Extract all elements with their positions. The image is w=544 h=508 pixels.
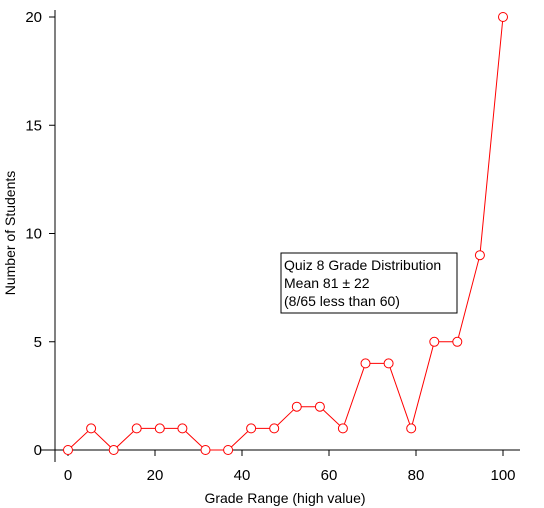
data-point	[108, 445, 119, 455]
y-tick-label: 15	[25, 117, 42, 134]
data-point	[291, 401, 302, 412]
data-point	[452, 336, 463, 347]
data-point	[474, 250, 485, 261]
data-point	[498, 12, 508, 22]
y-tick-label: 10	[25, 226, 42, 243]
data-point	[360, 358, 371, 369]
x-tick-label: 0	[64, 467, 72, 484]
data-point	[337, 423, 348, 434]
data-point	[86, 423, 97, 434]
data-point	[246, 423, 257, 434]
annotation-frame	[280, 252, 458, 314]
annotation-line-3: (8/65 less than 60)	[284, 293, 400, 309]
annotation-box: Quiz 8 Grade Distribution Mean 81 ± 22 (…	[280, 252, 458, 314]
y-tick-label: 20	[25, 9, 42, 26]
data-point	[314, 401, 325, 412]
ticks: 0 20 40 60 80 100 0 5 10 15 20	[25, 9, 515, 484]
x-tick-label: 20	[147, 467, 164, 484]
data-point	[131, 423, 142, 434]
x-tick-label: 80	[408, 467, 425, 484]
data-point	[429, 336, 440, 347]
axes	[40, 10, 520, 462]
y-tick-label: 0	[34, 442, 42, 459]
data-point	[406, 423, 417, 434]
annotation-line-1: Quiz 8 Grade Distribution	[284, 257, 441, 273]
series	[63, 12, 508, 455]
data-point	[269, 423, 280, 434]
data-point	[63, 445, 73, 455]
data-point	[154, 423, 165, 434]
annotation-line-2: Mean 81 ± 22	[284, 275, 370, 291]
data-point	[383, 358, 394, 369]
x-tick-label: 40	[234, 467, 251, 484]
data-point	[223, 445, 234, 455]
x-axis-label: Grade Range (high value)	[204, 490, 365, 506]
y-axis-label: Number of Students	[2, 171, 18, 296]
series-line	[67, 16, 504, 451]
data-point	[177, 423, 188, 434]
x-tick-label: 100	[490, 467, 515, 484]
data-point	[200, 445, 211, 455]
y-tick-label: 5	[34, 334, 42, 351]
x-tick-label: 60	[321, 467, 338, 484]
